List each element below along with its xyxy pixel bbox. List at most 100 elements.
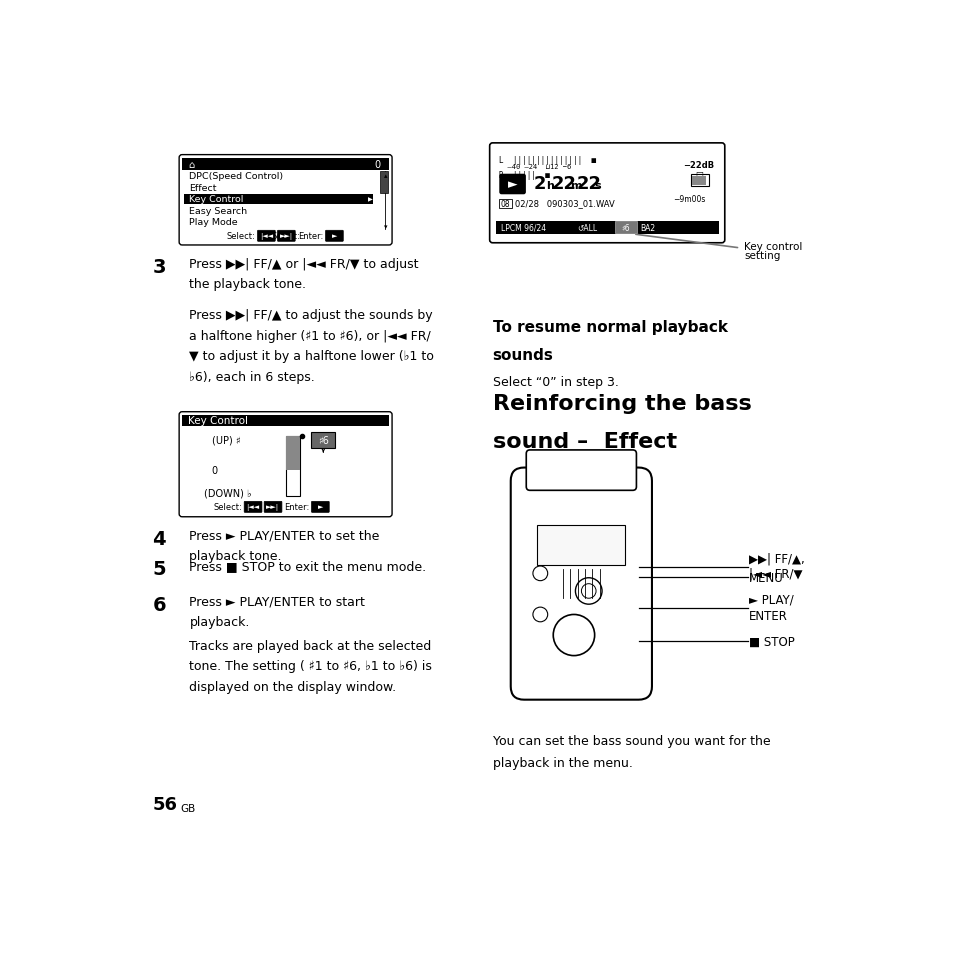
Text: ▶▶| FF/▲,: ▶▶| FF/▲, [748, 552, 804, 565]
FancyBboxPatch shape [179, 155, 392, 246]
Text: Select:: Select: [226, 232, 255, 241]
Text: 3: 3 [152, 257, 166, 276]
Text: tone. The setting ( ♯1 to ♯6, ♭1 to ♭6) is: tone. The setting ( ♯1 to ♯6, ♭1 to ♭6) … [190, 659, 432, 673]
Text: ♯6: ♯6 [620, 224, 629, 233]
Text: Press ► PLAY/ENTER to set the: Press ► PLAY/ENTER to set the [190, 529, 379, 542]
Text: Effect: Effect [190, 183, 216, 193]
Text: −22dB: −22dB [682, 161, 714, 171]
Text: ▾: ▾ [383, 224, 387, 231]
Text: Press ■ STOP to exit the menu mode.: Press ■ STOP to exit the menu mode. [190, 559, 426, 573]
Text: 0: 0 [212, 466, 217, 476]
Text: 08: 08 [500, 199, 510, 209]
FancyBboxPatch shape [257, 231, 275, 242]
Text: LPCM 96/24: LPCM 96/24 [501, 224, 546, 233]
FancyBboxPatch shape [286, 436, 299, 497]
Text: Reinforcing the bass: Reinforcing the bass [492, 394, 751, 414]
Text: DPC(Speed Control): DPC(Speed Control) [190, 172, 283, 181]
FancyBboxPatch shape [244, 502, 262, 513]
Text: Press ▶▶| FF/▲ to adjust the sounds by: Press ▶▶| FF/▲ to adjust the sounds by [190, 309, 433, 322]
Text: setting: setting [743, 251, 780, 260]
FancyBboxPatch shape [495, 221, 719, 234]
FancyBboxPatch shape [526, 451, 636, 491]
Text: ⌂: ⌂ [188, 159, 194, 170]
FancyBboxPatch shape [183, 194, 373, 204]
Text: BA2: BA2 [639, 224, 655, 233]
FancyBboxPatch shape [311, 433, 335, 449]
Text: a halftone higher (♯1 to ♯6), or |◄◄ FR/: a halftone higher (♯1 to ♯6), or |◄◄ FR/ [190, 330, 431, 342]
Text: ■ STOP: ■ STOP [748, 635, 794, 648]
FancyBboxPatch shape [498, 199, 512, 209]
Text: Tracks are played back at the selected: Tracks are played back at the selected [190, 639, 432, 652]
Text: (UP) ♯: (UP) ♯ [212, 435, 240, 445]
FancyBboxPatch shape [692, 176, 705, 186]
Text: □: □ [695, 170, 703, 179]
Text: 2: 2 [533, 174, 545, 193]
Text: m: m [570, 181, 581, 192]
Text: playback tone.: playback tone. [190, 550, 282, 562]
Text: sounds: sounds [492, 348, 553, 363]
Text: −9m00s: −9m00s [673, 194, 705, 203]
FancyBboxPatch shape [489, 144, 724, 244]
Text: ►: ► [332, 233, 336, 239]
FancyBboxPatch shape [380, 172, 387, 193]
Text: Key Control: Key Control [188, 416, 248, 426]
Text: the playback tone.: the playback tone. [190, 278, 306, 291]
Text: To resume normal playback: To resume normal playback [492, 320, 727, 335]
Text: 56: 56 [152, 795, 177, 813]
FancyBboxPatch shape [311, 502, 329, 513]
Text: 02/28   090303_01.WAV: 02/28 090303_01.WAV [515, 199, 614, 209]
Text: You can set the bass sound you want for the: You can set the bass sound you want for … [492, 735, 769, 747]
FancyBboxPatch shape [182, 158, 389, 171]
Text: h: h [545, 181, 553, 192]
Text: 22: 22 [576, 174, 600, 193]
Text: Select:: Select: [213, 502, 242, 512]
Text: ►►|: ►►| [279, 233, 293, 239]
Text: ▶: ▶ [367, 197, 372, 202]
Text: Press ▶▶| FF/▲ or |◄◄ FR/▼ to adjust: Press ▶▶| FF/▲ or |◄◄ FR/▼ to adjust [190, 257, 418, 271]
FancyBboxPatch shape [264, 502, 282, 513]
FancyBboxPatch shape [690, 175, 708, 187]
Text: ► PLAY/: ► PLAY/ [748, 594, 793, 606]
Text: ►: ► [317, 504, 323, 510]
Text: Enter:: Enter: [298, 232, 323, 241]
Text: Press ► PLAY/ENTER to start: Press ► PLAY/ENTER to start [190, 595, 365, 608]
FancyBboxPatch shape [537, 525, 624, 566]
Text: 22: 22 [551, 174, 577, 193]
Text: ►►|: ►►| [266, 503, 279, 511]
Text: ENTER: ENTER [748, 610, 787, 622]
Text: L  |||||||||||||||  ■: L ||||||||||||||| ■ [498, 155, 595, 165]
FancyBboxPatch shape [277, 231, 294, 242]
Text: |◄◄: |◄◄ [246, 503, 259, 511]
Text: Select “0” in step 3.: Select “0” in step 3. [492, 375, 618, 389]
FancyBboxPatch shape [498, 174, 525, 195]
Text: |◄◄ FR/▼: |◄◄ FR/▼ [748, 567, 801, 580]
Text: Easy Search: Easy Search [190, 207, 248, 215]
FancyBboxPatch shape [182, 416, 389, 427]
FancyBboxPatch shape [286, 436, 299, 471]
Text: Enter:: Enter: [284, 502, 309, 512]
Text: (DOWN) ♭: (DOWN) ♭ [204, 488, 252, 497]
FancyBboxPatch shape [325, 231, 343, 242]
Text: ♯6: ♯6 [317, 436, 329, 446]
Text: 4: 4 [152, 529, 166, 548]
Text: Key control: Key control [743, 241, 801, 252]
Text: ▼ to adjust it by a halftone lower (♭1 to: ▼ to adjust it by a halftone lower (♭1 t… [190, 350, 434, 363]
Text: |◄◄: |◄◄ [259, 233, 273, 239]
Text: 5: 5 [152, 559, 166, 578]
Text: playback.: playback. [190, 616, 250, 629]
Text: MENU: MENU [748, 572, 783, 584]
FancyBboxPatch shape [510, 468, 651, 700]
Text: s: s [594, 181, 600, 192]
Text: ♭6), each in 6 steps.: ♭6), each in 6 steps. [190, 371, 314, 383]
Text: 6: 6 [152, 595, 166, 614]
Text: Select:: Select: [271, 232, 299, 241]
Text: sound –  Effect: sound – Effect [492, 432, 676, 452]
Text: ▴: ▴ [383, 172, 387, 179]
FancyBboxPatch shape [614, 222, 637, 234]
Text: playback in the menu.: playback in the menu. [492, 757, 632, 769]
Text: Play Mode: Play Mode [190, 218, 238, 227]
Text: 0: 0 [374, 159, 380, 170]
Text: ↺ALL: ↺ALL [577, 224, 598, 233]
Text: ►: ► [507, 178, 517, 192]
Text: –40 –24  ⊔12 −6: –40 –24 ⊔12 −6 [498, 164, 570, 171]
